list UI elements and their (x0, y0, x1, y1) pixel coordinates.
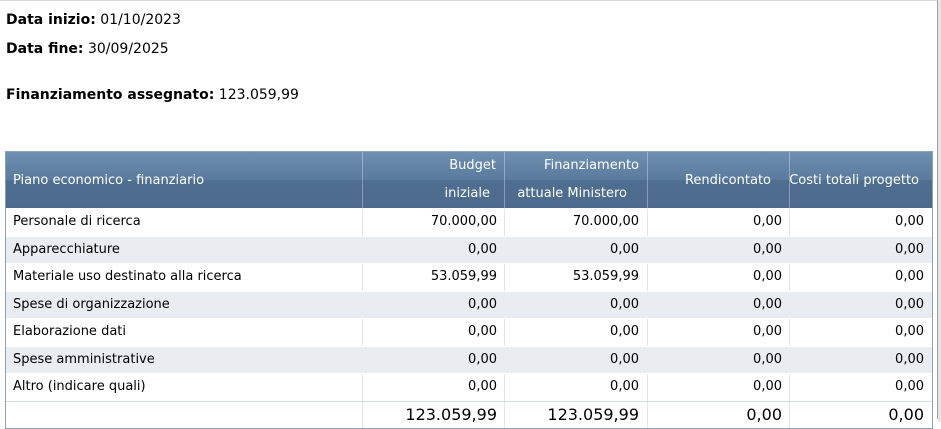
row-reported: 0,00 (753, 241, 782, 257)
row-total: 0,00 (895, 324, 924, 339)
header-funding-line1: Finanziamento (544, 158, 639, 173)
row-funding: 0,00 (610, 241, 639, 257)
financial-plan-table: Piano economico - finanziario Budget ini… (5, 151, 933, 429)
row-reported: 0,00 (753, 324, 782, 339)
table-row: Altro (indicare quali) 0,00 0,00 0,00 0,… (6, 373, 932, 401)
row-budget: 0,00 (468, 324, 497, 339)
header-total-costs: Costi totali progetto (789, 152, 932, 208)
row-total: 0,00 (895, 296, 924, 312)
header-reported: Rendicontato (647, 152, 789, 208)
row-total: 0,00 (895, 351, 924, 367)
table-row: Elaborazione dati 0,00 0,00 0,00 0,00 (6, 318, 932, 346)
row-reported: 0,00 (753, 269, 782, 284)
scrollbar-edge[interactable] (938, 0, 941, 422)
start-date-label: Data inizio: (6, 12, 96, 28)
assigned-funding: Finanziamento assegnato: 123.059,99 (6, 87, 299, 103)
row-total: 0,00 (895, 241, 924, 257)
header-item-label: Piano economico - finanziario (13, 173, 205, 188)
assigned-funding-value: 123.059,99 (218, 87, 299, 103)
header-budget-line2: iniziale (444, 186, 490, 201)
row-funding: 0,00 (610, 351, 639, 367)
row-label: Spese amministrative (13, 351, 155, 367)
table-row: Apparecchiature 0,00 0,00 0,00 0,00 (6, 235, 932, 263)
row-label: Altro (indicare quali) (13, 379, 146, 394)
table-row: Materiale uso destinato alla ricerca 53.… (6, 263, 932, 291)
row-funding: 0,00 (610, 296, 639, 312)
page-frame (0, 0, 938, 419)
row-reported: 0,00 (753, 351, 782, 367)
row-total: 0,00 (895, 269, 924, 284)
row-reported: 0,00 (753, 214, 782, 229)
table-row: Spese di organizzazione 0,00 0,00 0,00 0… (6, 290, 932, 318)
header-budget-line1: Budget (449, 158, 496, 173)
total-costs: 0,00 (888, 404, 924, 424)
total-reported: 0,00 (746, 404, 782, 424)
row-budget: 0,00 (468, 241, 497, 257)
row-budget: 0,00 (468, 351, 497, 367)
row-funding: 0,00 (610, 324, 639, 339)
header-reported-label: Rendicontato (684, 173, 771, 188)
header-funding: Finanziamento attuale Ministero (504, 152, 647, 208)
start-date: Data inizio: 01/10/2023 (6, 12, 181, 28)
end-date-value: 30/09/2025 (87, 41, 169, 57)
table-row: Personale di ricerca 70.000,00 70.000,00… (6, 208, 932, 236)
row-budget: 0,00 (468, 296, 497, 312)
row-funding: 70.000,00 (572, 214, 639, 229)
row-label: Elaborazione dati (13, 324, 126, 339)
start-date-value: 01/10/2023 (100, 12, 181, 28)
header-funding-line2: attuale Ministero (517, 186, 627, 201)
row-budget: 70.000,00 (430, 214, 497, 229)
totals-row: 123.059,99 123.059,99 0,00 0,00 (6, 400, 932, 429)
table-row: Spese amministrative 0,00 0,00 0,00 0,00 (6, 345, 932, 373)
row-label: Materiale uso destinato alla ricerca (13, 269, 242, 284)
header-budget: Budget iniziale (362, 152, 504, 208)
total-budget: 123.059,99 (405, 404, 497, 424)
row-budget: 0,00 (468, 379, 497, 394)
row-label: Apparecchiature (13, 241, 120, 257)
row-label: Personale di ricerca (13, 214, 141, 229)
end-date: Data fine: 30/09/2025 (6, 41, 169, 57)
row-label: Spese di organizzazione (13, 296, 170, 312)
header-item: Piano economico - finanziario (6, 152, 362, 208)
total-funding: 123.059,99 (547, 404, 639, 424)
table-header: Piano economico - finanziario Budget ini… (6, 152, 932, 208)
row-reported: 0,00 (753, 379, 782, 394)
row-budget: 53.059,99 (430, 269, 497, 284)
row-total: 0,00 (895, 214, 924, 229)
end-date-label: Data fine: (6, 41, 84, 57)
assigned-funding-label: Finanziamento assegnato: (6, 87, 215, 103)
row-total: 0,00 (895, 379, 924, 394)
row-funding: 53.059,99 (572, 269, 639, 284)
row-funding: 0,00 (610, 379, 639, 394)
header-total-costs-label: Costi totali progetto (789, 173, 919, 188)
row-reported: 0,00 (753, 296, 782, 312)
